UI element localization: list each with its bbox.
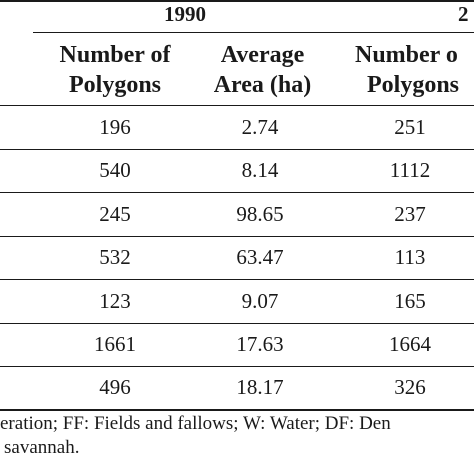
row-divider <box>0 366 474 367</box>
column-header-rule <box>0 105 474 106</box>
year-header-second-period: 2 <box>458 2 469 26</box>
table-cell: 237 <box>394 202 426 226</box>
table-cell: 1112 <box>389 158 431 182</box>
col-header-number-of-polygons-second-period: Number o Polygons <box>355 40 474 100</box>
table-cell: 18.17 <box>236 375 284 399</box>
table-cell: 8.14 <box>241 158 279 182</box>
table-cell: 98.65 <box>236 202 284 226</box>
table-cell: 9.07 <box>241 289 279 313</box>
table-bottom-rule <box>0 409 474 411</box>
table-cell: 63.47 <box>236 245 284 269</box>
table-cell: 245 <box>99 202 131 226</box>
row-divider <box>0 236 474 237</box>
table-cell: 251 <box>394 115 426 139</box>
table-cell: 196 <box>99 115 131 139</box>
table-cell: 165 <box>394 289 426 313</box>
year-header-1990: 1990 <box>164 2 206 26</box>
table-cell: 2.74 <box>241 115 279 139</box>
table-cell: 540 <box>99 158 131 182</box>
table-cell: 1661 <box>94 332 136 356</box>
table-row: 1661 17.63 1664 <box>0 324 474 366</box>
row-divider <box>0 323 474 324</box>
table-cell: 17.63 <box>236 332 284 356</box>
table-row: 532 63.47 113 <box>0 237 474 279</box>
table-cell: 532 <box>99 245 131 269</box>
table-row: 540 8.14 1112 <box>0 150 474 192</box>
table-cell: 326 <box>394 375 426 399</box>
table-footnote-line-2: savannah. <box>4 437 80 458</box>
row-divider <box>0 279 474 280</box>
table-row: 123 9.07 165 <box>0 280 474 323</box>
col-header-average-area-1990: Average Area (ha) <box>190 40 335 100</box>
table-top-rule <box>0 0 474 2</box>
table-row: 496 18.17 326 <box>0 367 474 409</box>
table-row: 196 2.74 251 <box>0 106 474 149</box>
col-header-number-of-polygons-1990: Number of Polygons <box>30 40 200 100</box>
col-header-line: Average <box>220 42 305 68</box>
table-cell: 1664 <box>389 332 431 356</box>
table-cell: 113 <box>394 245 426 269</box>
col-header-line: Number of <box>59 42 171 68</box>
col-header-line: Polygons <box>367 72 460 98</box>
table-cell: 123 <box>99 289 131 313</box>
row-divider <box>0 192 474 193</box>
year-header-rule <box>33 32 474 33</box>
table-cell: 496 <box>99 375 131 399</box>
col-header-line: Polygons <box>68 72 161 98</box>
table-footnote-line-1: eration; FF: Fields and fallows; W: Wate… <box>0 413 391 434</box>
table-row: 245 98.65 237 <box>0 193 474 236</box>
col-header-line: Number o <box>355 42 458 68</box>
row-divider <box>0 149 474 150</box>
col-header-line: Area (ha) <box>213 72 312 98</box>
